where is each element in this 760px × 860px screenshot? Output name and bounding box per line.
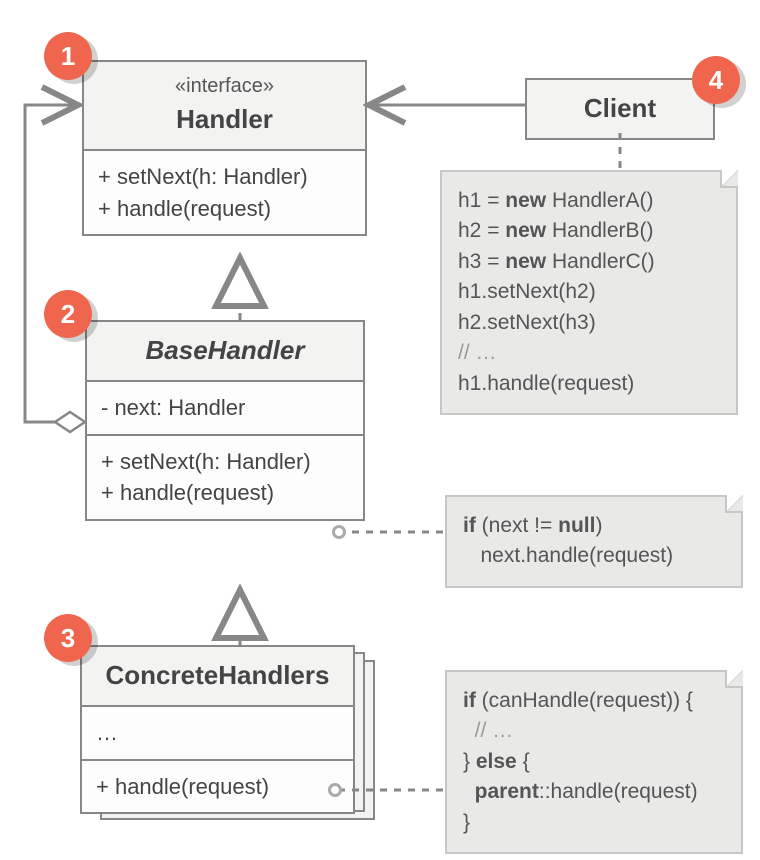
note-client-l6: // … — [458, 338, 720, 368]
note-base-l1: if (next != null) — [463, 511, 725, 541]
note-concrete-l5: } — [463, 808, 725, 838]
note-concrete-l1: if (canHandle(request)) { — [463, 686, 725, 716]
handler-title: Handler — [92, 101, 357, 139]
base-op2: + handle(request) — [101, 477, 349, 509]
base-op1: + setNext(h: Handler) — [101, 446, 349, 478]
note-fold-icon — [725, 670, 743, 688]
note-concrete-l2: // … — [463, 716, 725, 746]
handler-op2: + handle(request) — [98, 193, 351, 225]
base-header: BaseHandler — [87, 322, 363, 380]
note-client-l3: h3 = new HandlerC() — [458, 247, 720, 277]
note-fold-icon — [725, 495, 743, 513]
diagram-canvas: 1 2 3 4 «interface» Handler + setNext(h:… — [0, 0, 760, 860]
pin-base-handle — [332, 525, 346, 539]
badge-1: 1 — [44, 32, 92, 80]
concrete-ops: + handle(request) — [82, 759, 353, 813]
note-client: h1 = new HandlerA() h2 = new HandlerB() … — [440, 170, 738, 415]
base-fields: - next: Handler — [87, 380, 363, 434]
note-client-l5: h2.setNext(h3) — [458, 308, 720, 338]
badge-4: 4 — [692, 56, 740, 104]
note-client-l1: h1 = new HandlerA() — [458, 186, 720, 216]
concrete-header: ConcreteHandlers — [82, 647, 353, 705]
note-client-l7: h1.handle(request) — [458, 369, 720, 399]
base-field-next: - next: Handler — [101, 392, 349, 424]
concrete-op1: + handle(request) — [96, 771, 339, 803]
class-basehandler: BaseHandler - next: Handler + setNext(h:… — [85, 320, 365, 521]
note-concrete-l4: parent::handle(request) — [463, 777, 725, 807]
handler-stereo: «interface» — [92, 72, 357, 101]
note-base: if (next != null) next.handle(request) — [445, 495, 743, 588]
class-client: Client — [525, 78, 715, 140]
concrete-title: ConcreteHandlers — [90, 657, 345, 695]
note-concrete-l3: } else { — [463, 747, 725, 777]
base-title: BaseHandler — [95, 332, 355, 370]
client-header: Client — [527, 80, 713, 138]
note-fold-icon — [720, 170, 738, 188]
handler-header: «interface» Handler — [84, 62, 365, 149]
base-ops: + setNext(h: Handler) + handle(request) — [87, 434, 363, 520]
pin-concrete-handle — [328, 783, 342, 797]
concrete-field-placeholder: … — [96, 717, 339, 749]
note-concrete: if (canHandle(request)) { // … } else { … — [445, 670, 743, 854]
handler-ops: + setNext(h: Handler) + handle(request) — [84, 149, 365, 235]
handler-op1: + setNext(h: Handler) — [98, 161, 351, 193]
note-client-l2: h2 = new HandlerB() — [458, 216, 720, 246]
concrete-fields: … — [82, 705, 353, 759]
badge-2: 2 — [44, 290, 92, 338]
class-concretehandlers: ConcreteHandlers … + handle(request) — [80, 645, 355, 814]
badge-3: 3 — [44, 614, 92, 662]
client-title: Client — [535, 90, 705, 128]
note-client-l4: h1.setNext(h2) — [458, 277, 720, 307]
note-base-l2: next.handle(request) — [463, 541, 725, 571]
class-handler: «interface» Handler + setNext(h: Handler… — [82, 60, 367, 236]
